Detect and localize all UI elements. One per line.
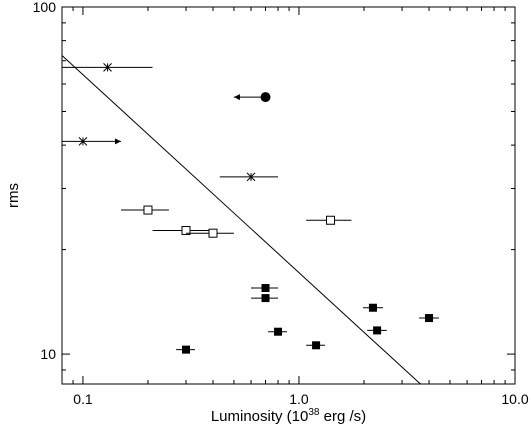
data-point-open-square [208,228,218,238]
y-ticks: 10 100 [33,0,515,371]
data-point-filled-square [274,327,283,336]
data-point-filled-square [261,294,270,303]
data-point-open-square [143,205,153,215]
plot-frame-group [61,6,516,385]
plot-frame [61,6,516,385]
data-point-filled-square [261,284,270,293]
limit-arrow-head [114,138,121,145]
x-ticks: 0.1 1.0 10.0 [61,7,529,407]
data-points [62,63,440,354]
fit-line-group [61,55,421,385]
data-point-filled-square [312,341,321,350]
data-point-open-square [181,226,191,236]
x-tick-label: 0.1 [73,391,93,407]
data-point-star [246,172,256,182]
data-point-open-square [326,215,336,225]
x-axis-title-unit: erg /s) [319,408,366,425]
data-point-star [78,137,88,146]
limit-arrow-head [233,94,240,101]
fit-line [61,55,421,385]
y-axis-title: rms [5,183,22,208]
data-point-filled-square [373,326,382,335]
data-point-filled-square [425,314,434,323]
data-point-star [103,63,112,72]
y-tick-label: 100 [33,0,57,15]
x-axis-title-exponent: 38 [308,407,320,418]
x-tick-label: 10.0 [501,391,528,407]
x-axis-title-main: Luminosity (10 [211,408,309,425]
x-tick-label: 1.0 [289,391,309,407]
x-axis-title: Luminosity (1038 erg /s) [211,407,366,425]
y-tick-label: 10 [40,346,56,362]
data-point-filled-square [182,345,191,354]
data-point-filled-square [368,303,377,312]
data-point-filled-circle [260,92,271,103]
